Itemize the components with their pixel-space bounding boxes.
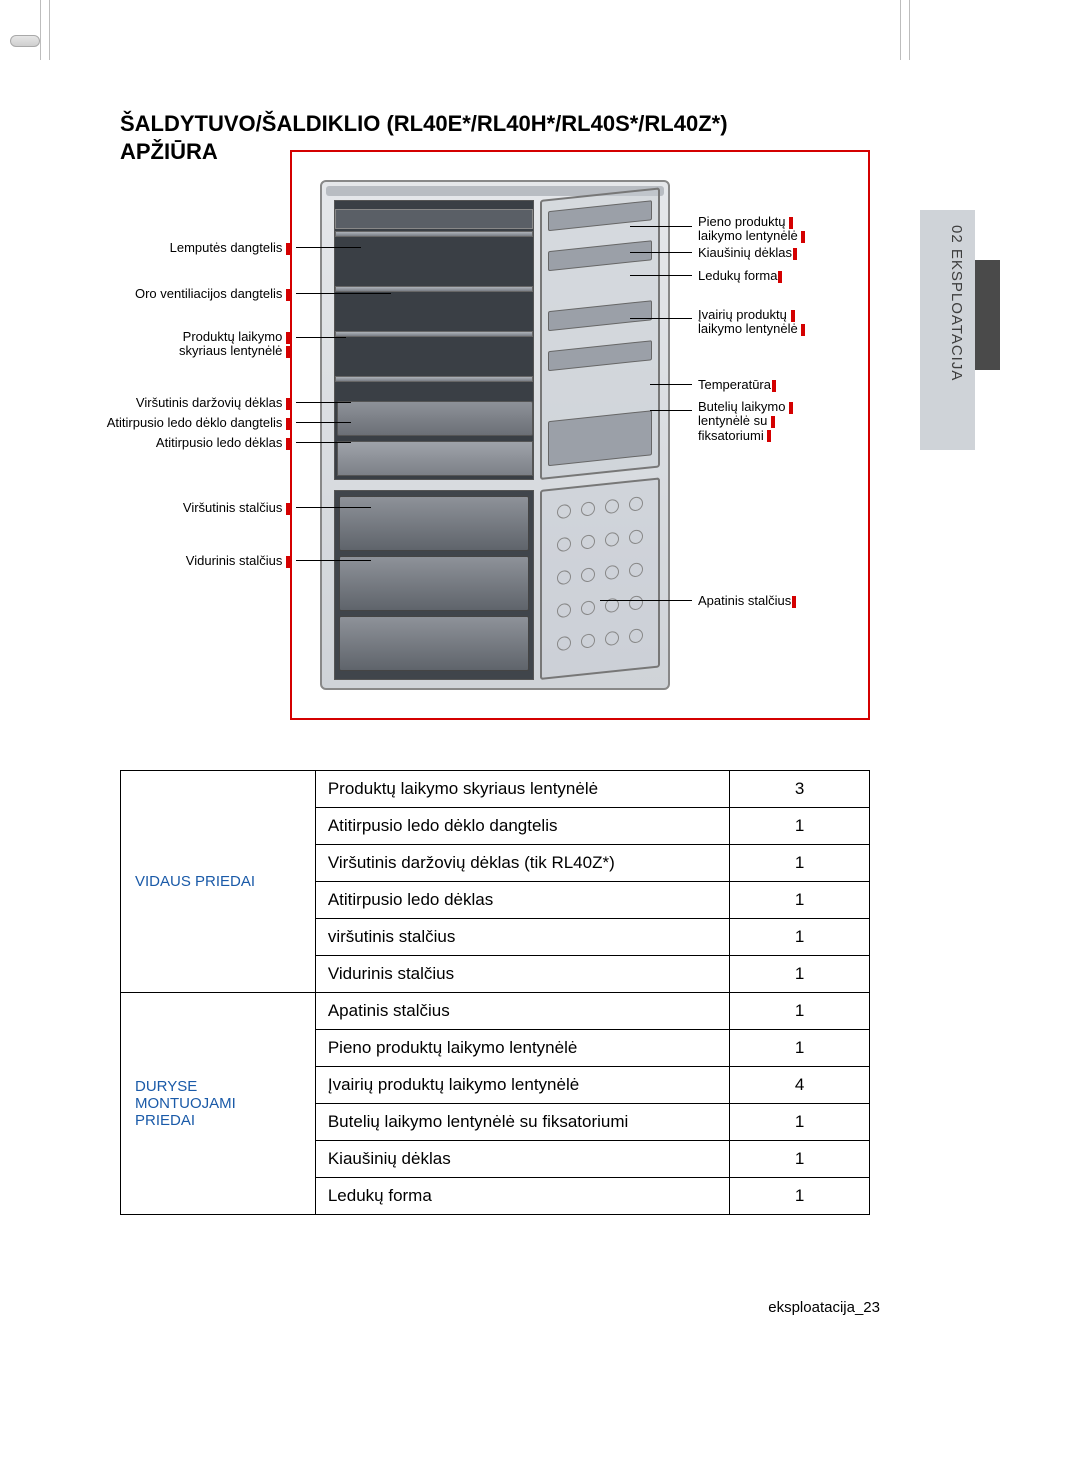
freezer-compartment [334, 490, 534, 680]
leader-line [296, 247, 361, 248]
callout-label: Lemputės dangtelis [115, 240, 290, 255]
section-tab-marker [975, 260, 1000, 370]
leader-line [296, 293, 391, 294]
callout-label: Atitirpusio ledo dėklo dangtelis [70, 415, 290, 430]
callout-label: Ledukų forma [698, 268, 782, 283]
door-shelf [548, 240, 652, 271]
door-vent-row [552, 625, 648, 655]
leader-line [650, 410, 692, 411]
freezer-drawer [339, 616, 529, 671]
category-cell: DURYSE MONTUOJAMI PRIEDAI [121, 993, 316, 1215]
leader-line [296, 560, 371, 561]
door-vent-row [552, 526, 648, 556]
shelf [335, 376, 533, 382]
callout-label: Atitirpusio ledo dėklas [115, 435, 290, 450]
staple-icon [10, 35, 40, 47]
door-shelf [548, 340, 652, 371]
leader-line [630, 226, 692, 227]
section-tab-label: 02 EKSPLOATACIJA [948, 225, 965, 381]
fridge-door [540, 187, 660, 480]
door-shelf-bottle [548, 410, 652, 466]
heading-line-2: APŽIŪRA [120, 139, 218, 164]
crisper-drawer [337, 401, 533, 436]
shelf [335, 286, 533, 292]
leader-line [296, 402, 351, 403]
freezer-drawer [339, 556, 529, 611]
callout-label: Vidurinis stalčius [148, 553, 290, 568]
fridge-diagram [320, 180, 670, 690]
leader-line [600, 600, 692, 601]
door-vent-row [552, 592, 648, 622]
callout-label: Viršutinis daržovių dėklas [95, 395, 290, 410]
qty-cell: 3 [730, 771, 870, 808]
leader-line [296, 422, 351, 423]
category-cell: VIDAUS PRIEDAI [121, 771, 316, 993]
leader-line [296, 442, 351, 443]
table-row: VIDAUS PRIEDAI Produktų laikymo skyriaus… [121, 771, 870, 808]
leader-line [650, 384, 692, 385]
parts-table: VIDAUS PRIEDAI Produktų laikymo skyriaus… [120, 770, 870, 1215]
callout-label: Apatinis stalčius [698, 593, 796, 608]
freezer-drawer [339, 496, 529, 551]
table-row: DURYSE MONTUOJAMI PRIEDAI Apatinis stalč… [121, 993, 870, 1030]
desc-cell: Produktų laikymo skyriaus lentynėlė [315, 771, 729, 808]
callout-label: Viršutinis stalčius [145, 500, 290, 515]
shelf [335, 331, 533, 337]
leader-line [296, 337, 346, 338]
callout-label: Kiaušinių dėklas [698, 245, 797, 260]
callout-label: Butelių laikymo lentynėlė su fiksatorium… [698, 400, 793, 443]
drip-tray [337, 441, 533, 476]
callout-label: Oro ventiliacijos dangtelis [95, 286, 290, 301]
callout-label: Produktų laikymo skyriaus lentynėlė [130, 330, 290, 359]
door-vent-row [552, 493, 648, 523]
callout-label: Įvairių produktų laikymo lentynėlė [698, 308, 805, 337]
page-binding-left [40, 0, 50, 60]
door-shelf [548, 300, 652, 331]
leader-line [296, 507, 371, 508]
callout-label: Temperatūra [698, 377, 776, 392]
page-binding-right [900, 0, 910, 60]
freezer-door [540, 477, 660, 680]
heading-line-1: ŠALDYTUVO/ŠALDIKLIO (RL40E*/RL40H*/RL40S… [120, 111, 728, 136]
fridge-compartment [334, 200, 534, 480]
fridge-body [320, 180, 670, 690]
leader-line [630, 275, 692, 276]
callout-label: Pieno produktų laikymo lentynėlė [698, 215, 805, 244]
leader-line [630, 252, 692, 253]
door-vent-row [552, 559, 648, 589]
shelf [335, 231, 533, 237]
leader-line [630, 318, 692, 319]
light-cover [335, 209, 533, 229]
page-footer: eksploatacija_23 [768, 1299, 880, 1316]
